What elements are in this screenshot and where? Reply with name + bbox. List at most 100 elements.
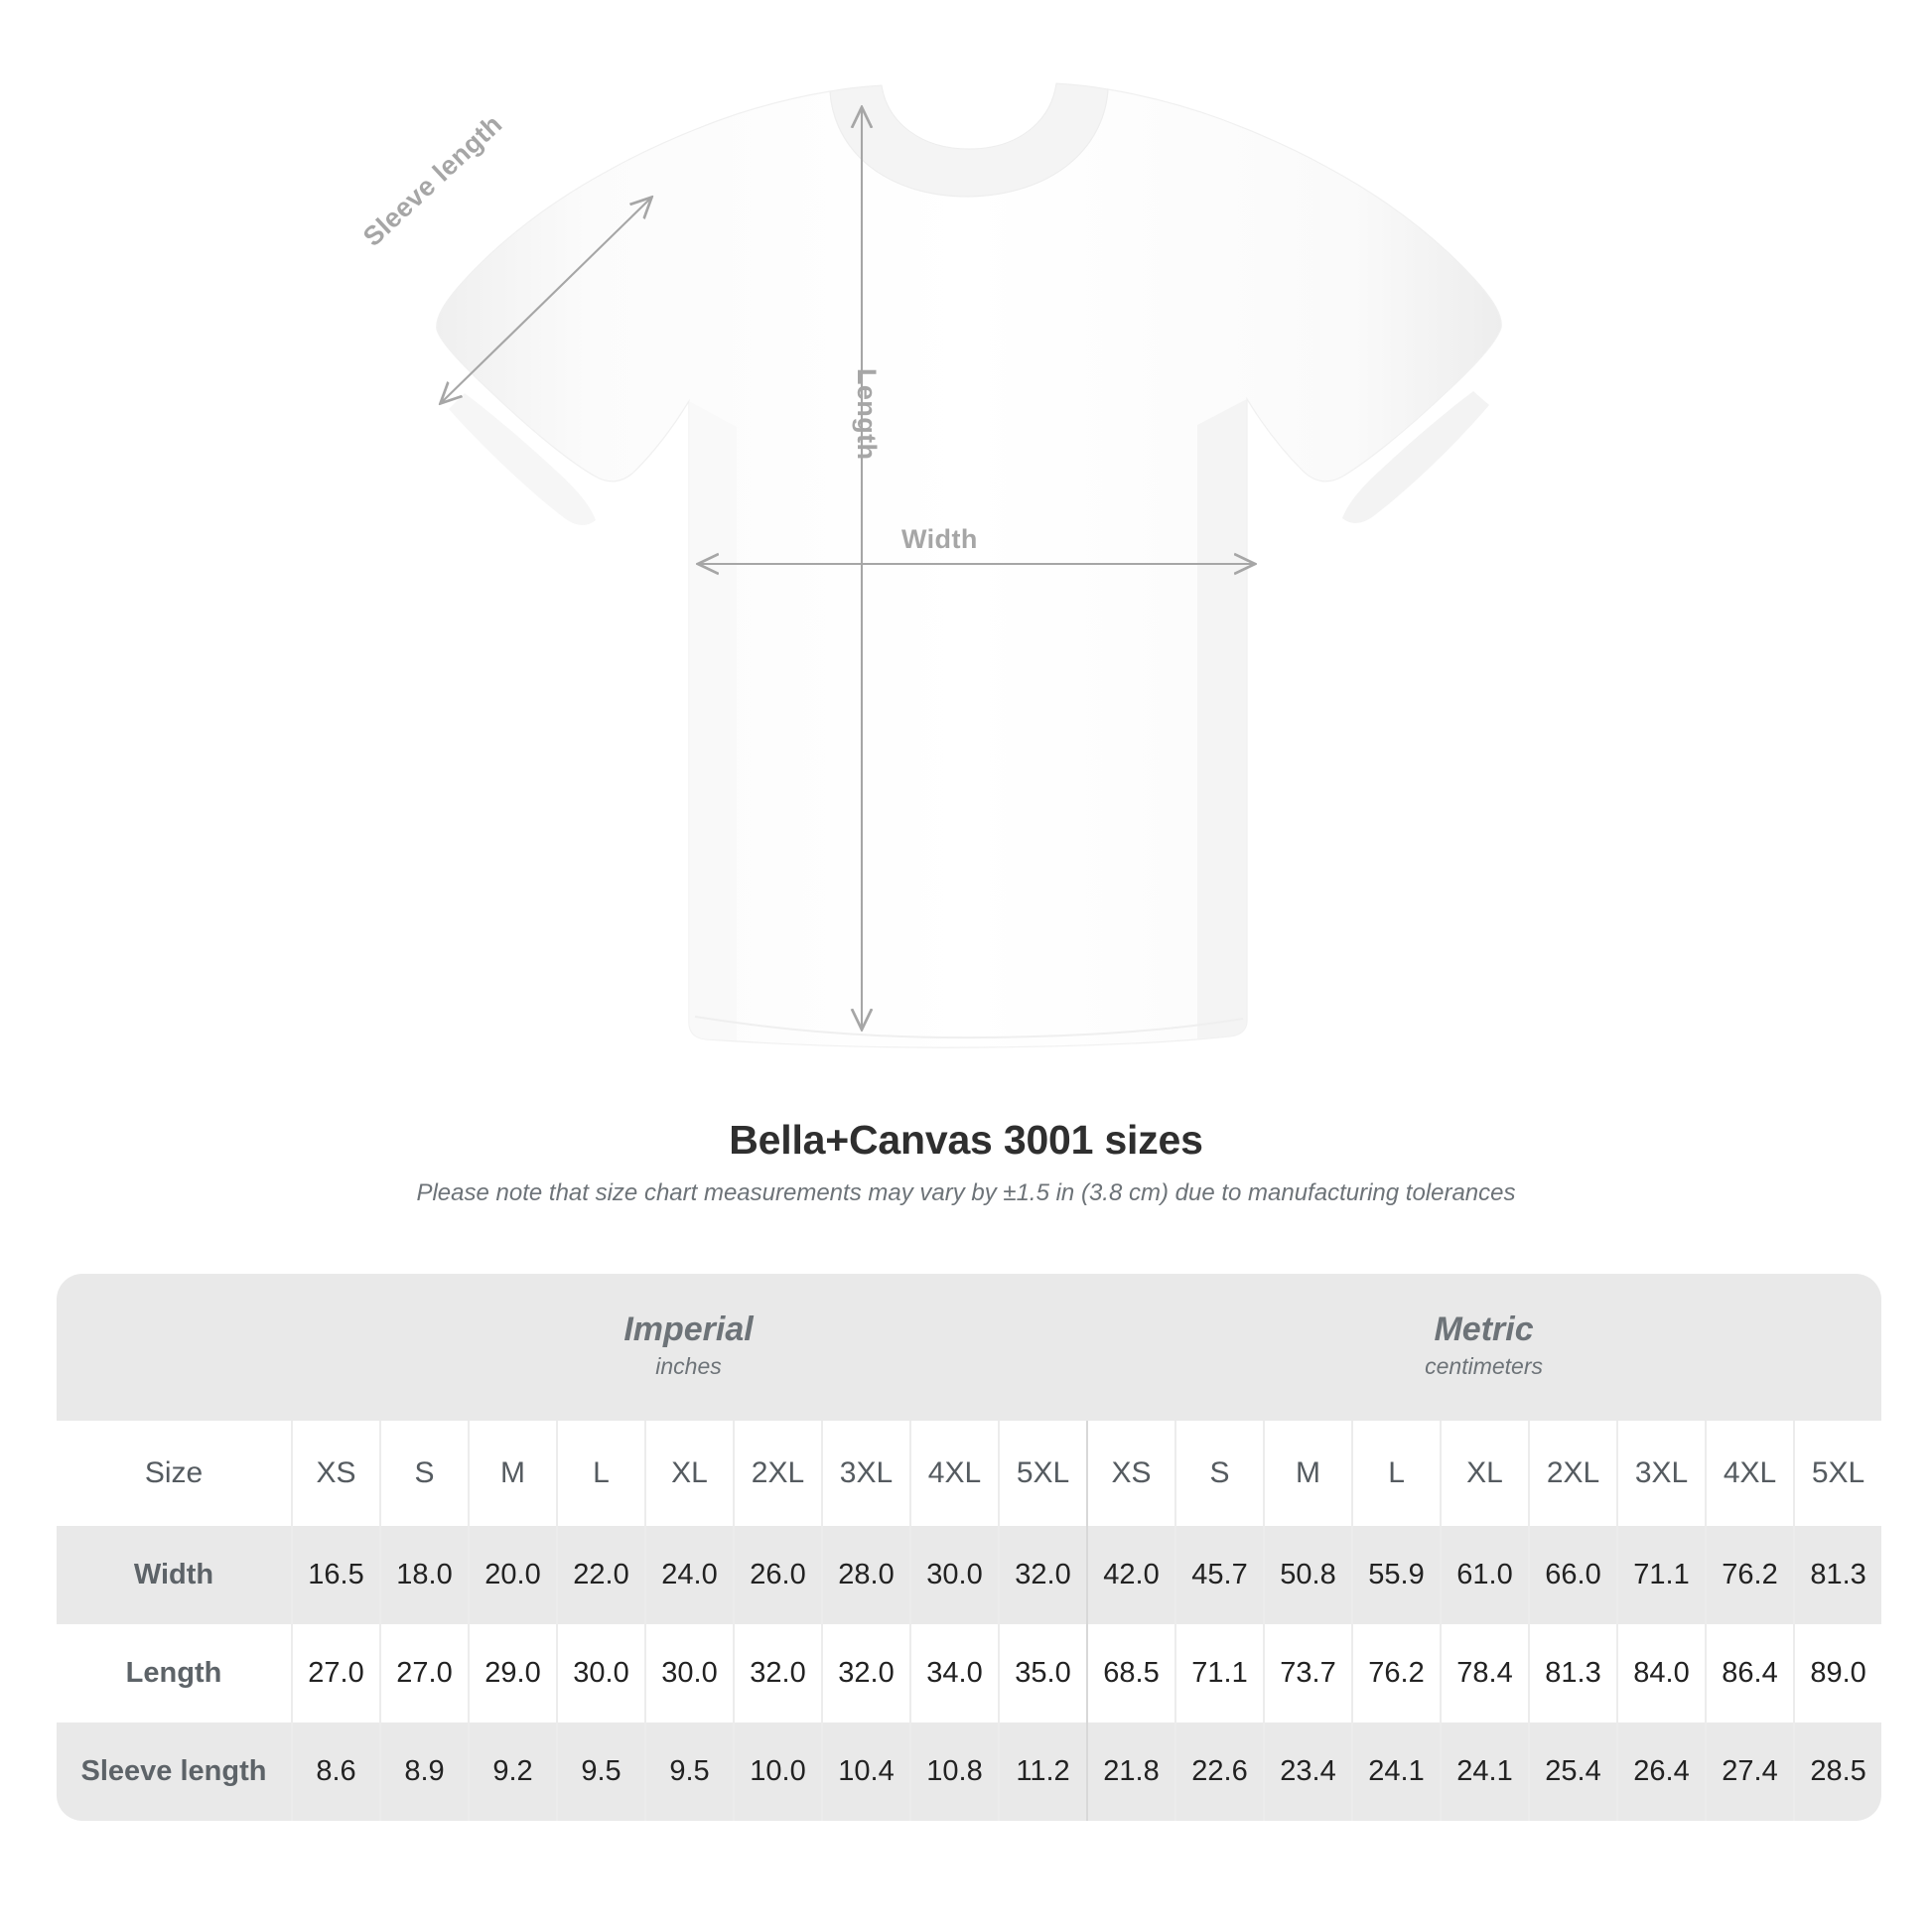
page-subtitle: Please note that size chart measurements… bbox=[416, 1179, 1516, 1206]
size-header-imperial-3xl: 3XL bbox=[821, 1421, 909, 1526]
cell-length-imperial-m: 29.0 bbox=[468, 1624, 556, 1723]
cell-length-imperial-s: 27.0 bbox=[379, 1624, 468, 1723]
cell-sleeve-metric-4xl: 27.4 bbox=[1705, 1723, 1794, 1821]
cell-length-metric-5xl: 89.0 bbox=[1793, 1624, 1882, 1723]
tshirt-collar bbox=[829, 82, 1109, 198]
cell-length-metric-m: 73.7 bbox=[1263, 1624, 1352, 1723]
sleeve-length-arrow bbox=[442, 199, 650, 402]
size-header-row: Size XS S M L XL 2XL 3XL 4XL 5XL XS S M … bbox=[57, 1421, 1882, 1526]
cell-sleeve-imperial-xl: 9.5 bbox=[644, 1723, 733, 1821]
title-block: Bella+Canvas 3001 sizes Please note that… bbox=[0, 1117, 1932, 1207]
cell-sleeve-imperial-5xl: 11.2 bbox=[998, 1723, 1087, 1821]
cell-width-imperial-m: 20.0 bbox=[468, 1526, 556, 1624]
cell-sleeve-metric-5xl: 28.5 bbox=[1793, 1723, 1882, 1821]
unit-name-metric: Metric bbox=[1434, 1311, 1534, 1349]
cell-length-imperial-l: 30.0 bbox=[556, 1624, 644, 1723]
cell-sleeve-imperial-m: 9.2 bbox=[468, 1723, 556, 1821]
tshirt-right-shadow bbox=[1197, 399, 1247, 1038]
measurement-arrows bbox=[442, 109, 1253, 1028]
cell-length-metric-s: 71.1 bbox=[1174, 1624, 1264, 1723]
cell-width-metric-2xl: 66.0 bbox=[1528, 1526, 1617, 1624]
size-header-imperial-5xl: 5XL bbox=[998, 1421, 1087, 1526]
cell-width-metric-l: 55.9 bbox=[1351, 1526, 1441, 1624]
cell-length-imperial-2xl: 32.0 bbox=[733, 1624, 821, 1723]
cell-width-metric-xl: 61.0 bbox=[1440, 1526, 1529, 1624]
table-row: Length 27.0 27.0 29.0 30.0 30.0 32.0 32.… bbox=[57, 1624, 1882, 1723]
cell-sleeve-metric-xs: 21.8 bbox=[1086, 1723, 1175, 1821]
page-title: Bella+Canvas 3001 sizes bbox=[729, 1117, 1203, 1163]
cell-length-imperial-xl: 30.0 bbox=[644, 1624, 733, 1723]
size-header-metric-3xl: 3XL bbox=[1616, 1421, 1706, 1526]
cell-length-metric-l: 76.2 bbox=[1351, 1624, 1441, 1723]
size-table-wrap: Imperial inches Metric centimeters Size … bbox=[57, 1274, 1882, 1821]
cell-sleeve-imperial-l: 9.5 bbox=[556, 1723, 644, 1821]
cell-sleeve-metric-2xl: 25.4 bbox=[1528, 1723, 1617, 1821]
tshirt-right-sleeve-hem bbox=[1342, 391, 1489, 523]
cell-sleeve-imperial-2xl: 10.0 bbox=[733, 1723, 821, 1821]
cell-length-imperial-4xl: 34.0 bbox=[909, 1624, 998, 1723]
size-header-metric-m: M bbox=[1263, 1421, 1352, 1526]
cell-width-metric-s: 45.7 bbox=[1174, 1526, 1264, 1624]
unit-sub-imperial: inches bbox=[655, 1353, 722, 1380]
cell-length-metric-xl: 78.4 bbox=[1440, 1624, 1529, 1723]
tshirt-body bbox=[436, 88, 1502, 1048]
width-label: Width bbox=[901, 524, 978, 554]
length-label: Length bbox=[852, 368, 882, 461]
cell-length-metric-4xl: 86.4 bbox=[1705, 1624, 1794, 1723]
unit-header-imperial: Imperial inches bbox=[291, 1274, 1087, 1421]
cell-width-imperial-xs: 16.5 bbox=[291, 1526, 379, 1624]
cell-sleeve-metric-l: 24.1 bbox=[1351, 1723, 1441, 1821]
unit-header-spacer bbox=[57, 1274, 291, 1421]
cell-width-metric-5xl: 81.3 bbox=[1793, 1526, 1882, 1624]
cell-sleeve-metric-s: 22.6 bbox=[1174, 1723, 1264, 1821]
cell-width-imperial-l: 22.0 bbox=[556, 1526, 644, 1624]
unit-sub-metric: centimeters bbox=[1425, 1353, 1543, 1380]
cell-width-imperial-xl: 24.0 bbox=[644, 1526, 733, 1624]
size-header-imperial-l: L bbox=[556, 1421, 644, 1526]
cell-sleeve-imperial-s: 8.9 bbox=[379, 1723, 468, 1821]
size-header-metric-s: S bbox=[1174, 1421, 1264, 1526]
row-label-sleeve-length: Sleeve length bbox=[57, 1723, 291, 1821]
size-header-metric-xl: XL bbox=[1440, 1421, 1529, 1526]
row-label-length: Length bbox=[57, 1624, 291, 1723]
cell-width-metric-xs: 42.0 bbox=[1086, 1526, 1175, 1624]
tshirt-left-sleeve-hem bbox=[449, 393, 596, 525]
size-header-label: Size bbox=[57, 1421, 291, 1526]
size-header-metric-xs: XS bbox=[1086, 1421, 1175, 1526]
tshirt-shape bbox=[436, 82, 1502, 1048]
cell-width-metric-m: 50.8 bbox=[1263, 1526, 1352, 1624]
cell-sleeve-metric-m: 23.4 bbox=[1263, 1723, 1352, 1821]
cell-length-metric-xs: 68.5 bbox=[1086, 1624, 1175, 1723]
cell-width-imperial-5xl: 32.0 bbox=[998, 1526, 1087, 1624]
cell-length-metric-3xl: 84.0 bbox=[1616, 1624, 1706, 1723]
size-header-imperial-4xl: 4XL bbox=[909, 1421, 998, 1526]
tshirt-left-shadow bbox=[689, 401, 737, 1040]
size-header-metric-4xl: 4XL bbox=[1705, 1421, 1794, 1526]
tshirt-bottom-hem bbox=[694, 1016, 1244, 1039]
size-header-metric-2xl: 2XL bbox=[1528, 1421, 1617, 1526]
unit-header-row: Imperial inches Metric centimeters bbox=[57, 1274, 1882, 1421]
tshirt-diagram: Sleeve length Length Width bbox=[357, 82, 1502, 1048]
cell-width-imperial-3xl: 28.0 bbox=[821, 1526, 909, 1624]
cell-sleeve-imperial-4xl: 10.8 bbox=[909, 1723, 998, 1821]
size-header-imperial-s: S bbox=[379, 1421, 468, 1526]
cell-length-imperial-xs: 27.0 bbox=[291, 1624, 379, 1723]
cell-width-imperial-2xl: 26.0 bbox=[733, 1526, 821, 1624]
cell-width-imperial-4xl: 30.0 bbox=[909, 1526, 998, 1624]
cell-sleeve-metric-3xl: 26.4 bbox=[1616, 1723, 1706, 1821]
cell-length-imperial-5xl: 35.0 bbox=[998, 1624, 1087, 1723]
size-header-imperial-m: M bbox=[468, 1421, 556, 1526]
cell-length-metric-2xl: 81.3 bbox=[1528, 1624, 1617, 1723]
cell-width-imperial-s: 18.0 bbox=[379, 1526, 468, 1624]
cell-sleeve-imperial-xs: 8.6 bbox=[291, 1723, 379, 1821]
row-label-width: Width bbox=[57, 1526, 291, 1624]
cell-width-metric-3xl: 71.1 bbox=[1616, 1526, 1706, 1624]
size-header-imperial-xl: XL bbox=[644, 1421, 733, 1526]
table-row: Width 16.5 18.0 20.0 22.0 24.0 26.0 28.0… bbox=[57, 1526, 1882, 1624]
size-header-imperial-xs: XS bbox=[291, 1421, 379, 1526]
size-table: Imperial inches Metric centimeters Size … bbox=[57, 1274, 1882, 1821]
cell-width-metric-4xl: 76.2 bbox=[1705, 1526, 1794, 1624]
size-header-imperial-2xl: 2XL bbox=[733, 1421, 821, 1526]
size-header-metric-5xl: 5XL bbox=[1793, 1421, 1882, 1526]
